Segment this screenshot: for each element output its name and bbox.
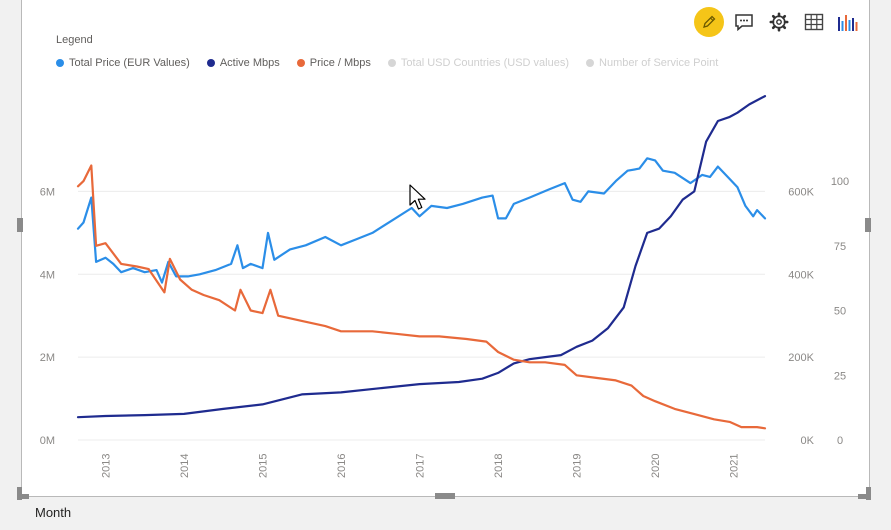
- legend-item-1[interactable]: Total Price (EUR Values): [56, 57, 190, 69]
- y-left-tick-label: 2M: [40, 352, 55, 364]
- x-tick-label: 2014: [179, 454, 191, 478]
- series-line-2: [76, 94, 767, 419]
- legend-item-2[interactable]: Active Mbps: [206, 57, 280, 69]
- y-left-tick-label: 0M: [40, 435, 55, 447]
- legend-item-3[interactable]: Price / Mbps: [296, 57, 371, 69]
- x-tick-label: 2021: [729, 454, 741, 478]
- y-mid-tick-label: 400K: [788, 269, 814, 281]
- resize-handle-bottom-left-h[interactable]: [17, 494, 29, 499]
- resize-handle-bottom-left[interactable]: [17, 487, 22, 500]
- chart-bars-icon: [838, 15, 858, 31]
- x-tick-label: 2013: [100, 454, 112, 478]
- legend-label: Total Price (EUR Values): [69, 57, 190, 69]
- legend-title: Legend: [56, 34, 93, 46]
- visual-toolbar: [694, 4, 869, 40]
- x-tick-label: 2020: [650, 454, 662, 478]
- x-tick-label: 2019: [572, 454, 584, 478]
- legend-item-4[interactable]: Total USD Countries (USD values): [387, 57, 570, 69]
- x-axis-title: Month: [35, 505, 72, 520]
- legend-marker: [296, 59, 305, 67]
- series-line-1: [76, 157, 767, 284]
- format-button[interactable]: [694, 7, 724, 37]
- x-tick-label: 2018: [493, 454, 505, 478]
- y-right-tick-label: 75: [834, 241, 846, 253]
- table-grid-icon: [804, 13, 824, 31]
- y-right-tick-label: 100: [831, 176, 849, 188]
- resize-handle-bottom-right[interactable]: [866, 487, 871, 500]
- resize-handle-bottom[interactable]: [435, 493, 455, 499]
- y-right-tick-label: 50: [834, 306, 846, 318]
- y-right-tick-label: 25: [834, 370, 846, 382]
- legend-label: Active Mbps: [219, 57, 280, 69]
- mouse-pointer-icon: [409, 184, 426, 210]
- y-right-tick-label: 0: [837, 435, 843, 447]
- resize-handle-right[interactable]: [865, 218, 871, 232]
- legend-marker: [586, 59, 595, 67]
- y-mid-tick-label: 200K: [788, 352, 814, 364]
- legend-marker: [387, 59, 396, 67]
- gear-icon: [769, 12, 789, 32]
- y-left-tick-label: 4M: [40, 269, 55, 281]
- chart-legend: Total Price (EUR Values) Active Mbps Price…: [56, 57, 735, 69]
- x-tick-label: 2017: [415, 454, 427, 478]
- x-tick-label: 2016: [336, 454, 348, 478]
- series-line-3: [76, 164, 767, 430]
- legend-item-5[interactable]: Number of Service Point: [586, 57, 718, 69]
- visualization-button[interactable]: [834, 7, 864, 37]
- y-mid-tick-label: 600K: [788, 186, 814, 198]
- x-tick-label: 2015: [258, 454, 270, 478]
- format-pencil-icon: [703, 15, 716, 28]
- legend-label: Total USD Countries (USD values): [400, 57, 570, 69]
- settings-button[interactable]: [764, 7, 794, 37]
- y-left-tick-label: 6M: [40, 186, 55, 198]
- legend-label: Price / Mbps: [309, 57, 371, 69]
- comment-button[interactable]: [729, 7, 759, 37]
- resize-handle-left[interactable]: [17, 218, 23, 232]
- comment-icon: [735, 14, 753, 31]
- resize-handle-bottom-right-h[interactable]: [858, 494, 871, 499]
- legend-marker: [56, 59, 64, 67]
- legend-label: Number of Service Point: [599, 57, 719, 69]
- table-view-button[interactable]: [799, 7, 829, 37]
- legend-marker: [206, 59, 215, 67]
- y-mid-tick-label: 0K: [801, 435, 815, 447]
